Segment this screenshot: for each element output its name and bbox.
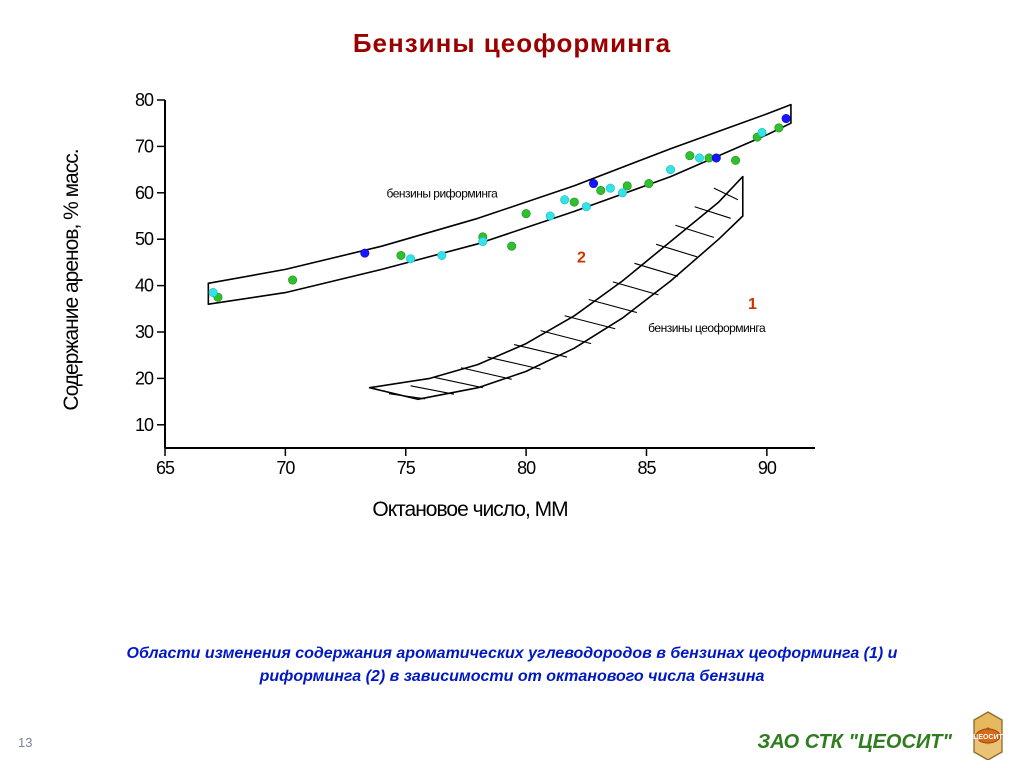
svg-text:70: 70	[276, 458, 295, 478]
svg-text:бензины риформинга: бензины риформинга	[386, 186, 498, 200]
chart-title: Бензины цеоформинга	[0, 28, 1024, 59]
x-axis-label: Октановое число, ММ	[372, 498, 567, 522]
svg-text:70: 70	[135, 136, 154, 156]
svg-text:75: 75	[397, 458, 416, 478]
chart-caption: Области изменения содержания ароматическ…	[120, 643, 904, 688]
chart-plot-area: 65 70 75 80 85 90 10 20 30 40 50 60 70 80 бензины рифо…	[110, 90, 830, 490]
footer-brand: ЗАО СТК "ЦЕОСИТ"	[757, 731, 952, 754]
svg-text:1: 1	[748, 296, 757, 313]
brand-logo-icon: ЦЕОСИТ	[962, 708, 1014, 760]
svg-text:бензины цеоформинга: бензины цеоформинга	[648, 321, 766, 335]
svg-text:40: 40	[135, 276, 154, 296]
svg-text:30: 30	[135, 322, 154, 342]
svg-text:50: 50	[135, 229, 154, 249]
svg-text:20: 20	[135, 368, 154, 388]
svg-text:60: 60	[135, 183, 154, 203]
svg-text:85: 85	[637, 458, 656, 478]
svg-text:80: 80	[517, 458, 536, 478]
svg-text:2: 2	[577, 249, 586, 266]
svg-text:65: 65	[156, 458, 175, 478]
svg-text:10: 10	[135, 415, 154, 435]
svg-text:90: 90	[758, 458, 777, 478]
svg-text:80: 80	[135, 90, 154, 110]
y-axis-label: Содержание аренов, % масс.	[60, 149, 84, 410]
svg-text:ЦЕОСИТ: ЦЕОСИТ	[973, 734, 1003, 741]
page-number: 13	[18, 735, 32, 750]
